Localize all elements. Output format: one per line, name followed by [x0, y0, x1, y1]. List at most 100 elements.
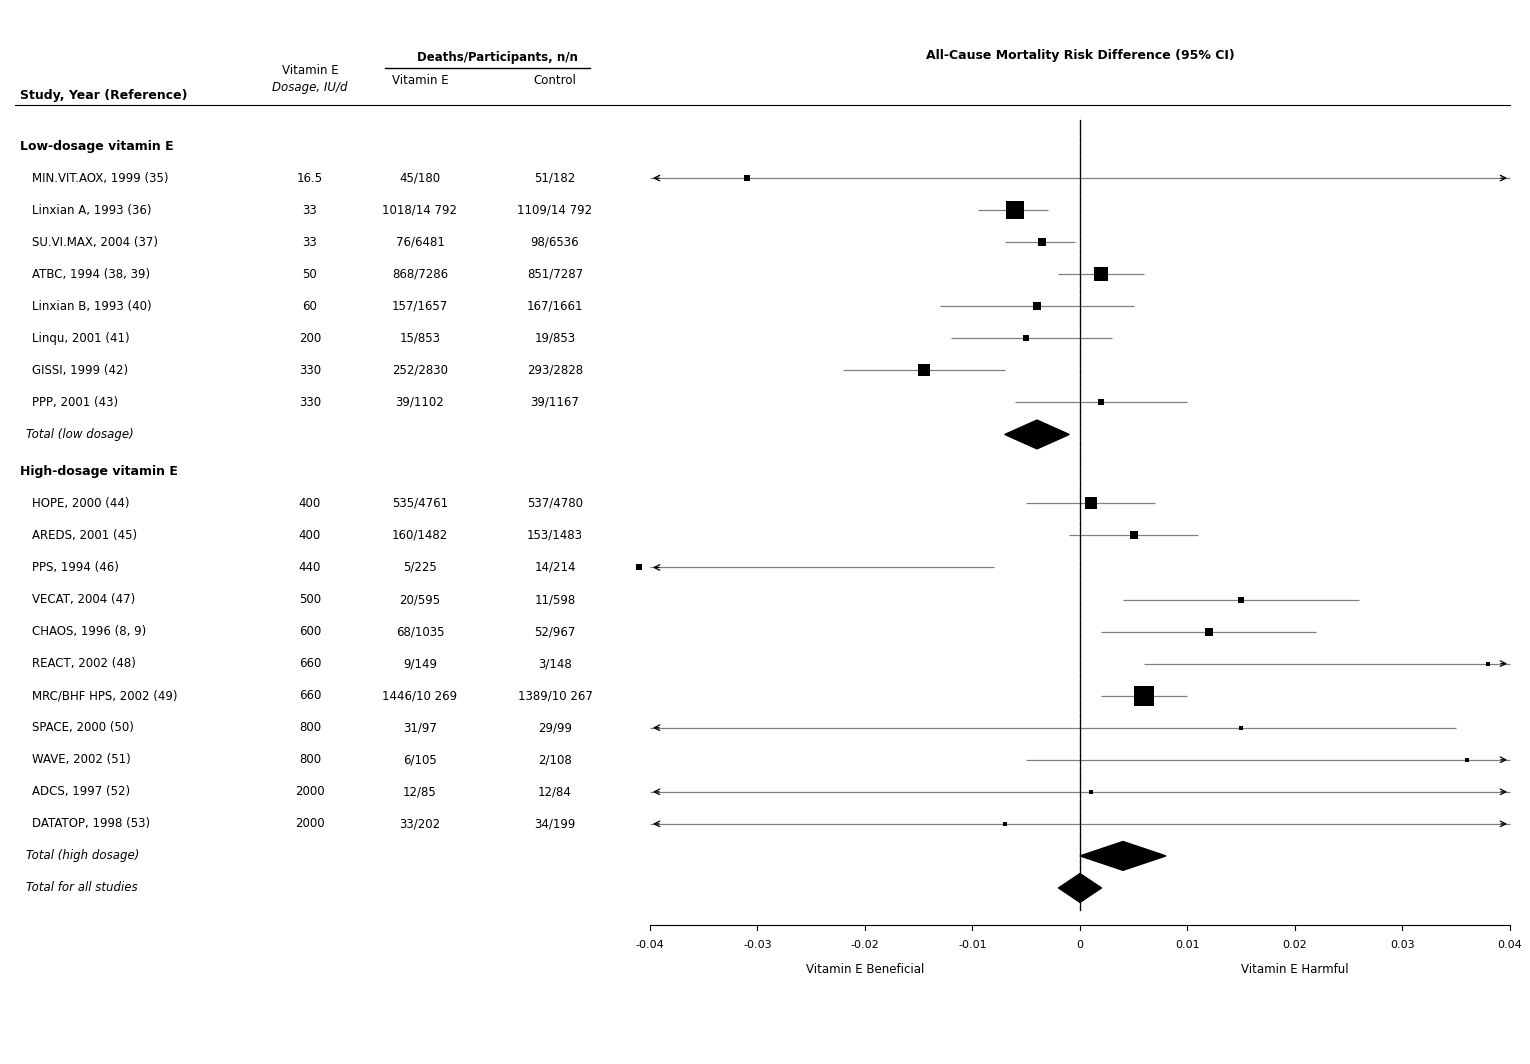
Text: 39/1167: 39/1167 — [531, 396, 580, 409]
Text: VECAT, 2004 (47): VECAT, 2004 (47) — [32, 593, 135, 606]
Text: 660: 660 — [298, 658, 321, 670]
Text: Total (high dosage): Total (high dosage) — [26, 849, 139, 863]
Text: AREDS, 2001 (45): AREDS, 2001 (45) — [32, 529, 138, 542]
Text: 3/148: 3/148 — [539, 658, 572, 670]
Text: SPACE, 2000 (50): SPACE, 2000 (50) — [32, 721, 135, 734]
Text: 167/1661: 167/1661 — [526, 300, 583, 313]
Text: 1446/10 269: 1446/10 269 — [382, 689, 457, 702]
Text: 12/85: 12/85 — [402, 785, 438, 798]
Text: 600: 600 — [298, 625, 321, 638]
Text: 9/149: 9/149 — [402, 658, 438, 670]
Text: 11/598: 11/598 — [534, 593, 575, 606]
Text: Low-dosage vitamin E: Low-dosage vitamin E — [20, 139, 173, 152]
Text: 800: 800 — [298, 721, 321, 734]
Text: Vitamin E Beneficial: Vitamin E Beneficial — [806, 963, 924, 976]
Text: Linxian A, 1993 (36): Linxian A, 1993 (36) — [32, 203, 151, 217]
Text: SU.VI.MAX, 2004 (37): SU.VI.MAX, 2004 (37) — [32, 235, 158, 249]
Text: 660: 660 — [298, 689, 321, 702]
Text: 537/4780: 537/4780 — [526, 497, 583, 510]
Text: 868/7286: 868/7286 — [392, 268, 448, 281]
Text: All-Cause Mortality Risk Difference (95% CI): All-Cause Mortality Risk Difference (95%… — [926, 49, 1235, 62]
Text: 20/595: 20/595 — [399, 593, 441, 606]
Text: 0: 0 — [1077, 940, 1083, 950]
Text: 16.5: 16.5 — [297, 171, 323, 184]
Text: 2000: 2000 — [295, 785, 324, 798]
Text: Deaths/Participants, n/n: Deaths/Participants, n/n — [418, 51, 578, 65]
Text: CHAOS, 1996 (8, 9): CHAOS, 1996 (8, 9) — [32, 625, 147, 638]
Text: 500: 500 — [298, 593, 321, 606]
Text: HOPE, 2000 (44): HOPE, 2000 (44) — [32, 497, 130, 510]
Text: 2000: 2000 — [295, 817, 324, 830]
Text: 800: 800 — [298, 753, 321, 766]
Text: 0.03: 0.03 — [1391, 940, 1415, 950]
Text: 330: 330 — [298, 396, 321, 409]
Text: 98/6536: 98/6536 — [531, 235, 580, 249]
Text: 31/97: 31/97 — [402, 721, 438, 734]
Text: 33/202: 33/202 — [399, 817, 441, 830]
Text: High-dosage vitamin E: High-dosage vitamin E — [20, 465, 177, 478]
Text: 252/2830: 252/2830 — [392, 364, 448, 377]
Text: 440: 440 — [298, 561, 321, 573]
Text: 68/1035: 68/1035 — [396, 625, 444, 638]
Text: Total for all studies: Total for all studies — [26, 881, 138, 895]
Text: 19/853: 19/853 — [534, 332, 575, 345]
Text: REACT, 2002 (48): REACT, 2002 (48) — [32, 658, 136, 670]
Text: 33: 33 — [303, 203, 317, 217]
Text: 76/6481: 76/6481 — [396, 235, 444, 249]
Text: 12/84: 12/84 — [539, 785, 572, 798]
Polygon shape — [1005, 420, 1069, 449]
Text: Vitamin E Harmful: Vitamin E Harmful — [1241, 963, 1349, 976]
Text: Vitamin E: Vitamin E — [282, 64, 338, 77]
Text: 400: 400 — [298, 529, 321, 542]
Text: Dosage, IU/d: Dosage, IU/d — [272, 82, 347, 95]
Text: 851/7287: 851/7287 — [526, 268, 583, 281]
Text: 15/853: 15/853 — [399, 332, 441, 345]
Text: 160/1482: 160/1482 — [392, 529, 448, 542]
Text: PPS, 1994 (46): PPS, 1994 (46) — [32, 561, 119, 573]
Text: PPP, 2001 (43): PPP, 2001 (43) — [32, 396, 118, 409]
Text: 39/1102: 39/1102 — [396, 396, 444, 409]
Text: MIN.VIT.AOX, 1999 (35): MIN.VIT.AOX, 1999 (35) — [32, 171, 168, 184]
Text: 33: 33 — [303, 235, 317, 249]
Text: Vitamin E: Vitamin E — [392, 73, 448, 86]
Text: -0.02: -0.02 — [851, 940, 880, 950]
Text: 45/180: 45/180 — [399, 171, 441, 184]
Text: MRC/BHF HPS, 2002 (49): MRC/BHF HPS, 2002 (49) — [32, 689, 177, 702]
Text: WAVE, 2002 (51): WAVE, 2002 (51) — [32, 753, 130, 766]
Text: 535/4761: 535/4761 — [392, 497, 448, 510]
Text: Linxian B, 1993 (40): Linxian B, 1993 (40) — [32, 300, 151, 313]
Text: 0.01: 0.01 — [1175, 940, 1200, 950]
Text: -0.04: -0.04 — [635, 940, 664, 950]
Text: 0.04: 0.04 — [1498, 940, 1522, 950]
Text: 1389/10 267: 1389/10 267 — [517, 689, 592, 702]
Text: 52/967: 52/967 — [534, 625, 575, 638]
Text: 2/108: 2/108 — [539, 753, 572, 766]
Text: 51/182: 51/182 — [534, 171, 575, 184]
Polygon shape — [1080, 842, 1166, 870]
Text: 34/199: 34/199 — [534, 817, 575, 830]
Text: 29/99: 29/99 — [539, 721, 572, 734]
Text: 153/1483: 153/1483 — [526, 529, 583, 542]
Text: ATBC, 1994 (38, 39): ATBC, 1994 (38, 39) — [32, 268, 150, 281]
Text: 400: 400 — [298, 497, 321, 510]
Text: 293/2828: 293/2828 — [526, 364, 583, 377]
Text: 6/105: 6/105 — [402, 753, 438, 766]
Text: GISSI, 1999 (42): GISSI, 1999 (42) — [32, 364, 129, 377]
Text: Linqu, 2001 (41): Linqu, 2001 (41) — [32, 332, 130, 345]
Polygon shape — [1059, 874, 1102, 902]
Text: Total (low dosage): Total (low dosage) — [26, 428, 133, 440]
Text: 50: 50 — [303, 268, 317, 281]
Text: -0.01: -0.01 — [958, 940, 987, 950]
Text: 0.02: 0.02 — [1282, 940, 1307, 950]
Text: DATATOP, 1998 (53): DATATOP, 1998 (53) — [32, 817, 150, 830]
Text: 1109/14 792: 1109/14 792 — [517, 203, 592, 217]
Text: 14/214: 14/214 — [534, 561, 575, 573]
Text: 60: 60 — [303, 300, 317, 313]
Text: 1018/14 792: 1018/14 792 — [382, 203, 457, 217]
Text: -0.03: -0.03 — [744, 940, 771, 950]
Text: 330: 330 — [298, 364, 321, 377]
Text: ADCS, 1997 (52): ADCS, 1997 (52) — [32, 785, 130, 798]
Text: 157/1657: 157/1657 — [392, 300, 448, 313]
Text: 5/225: 5/225 — [402, 561, 438, 573]
Text: 200: 200 — [298, 332, 321, 345]
